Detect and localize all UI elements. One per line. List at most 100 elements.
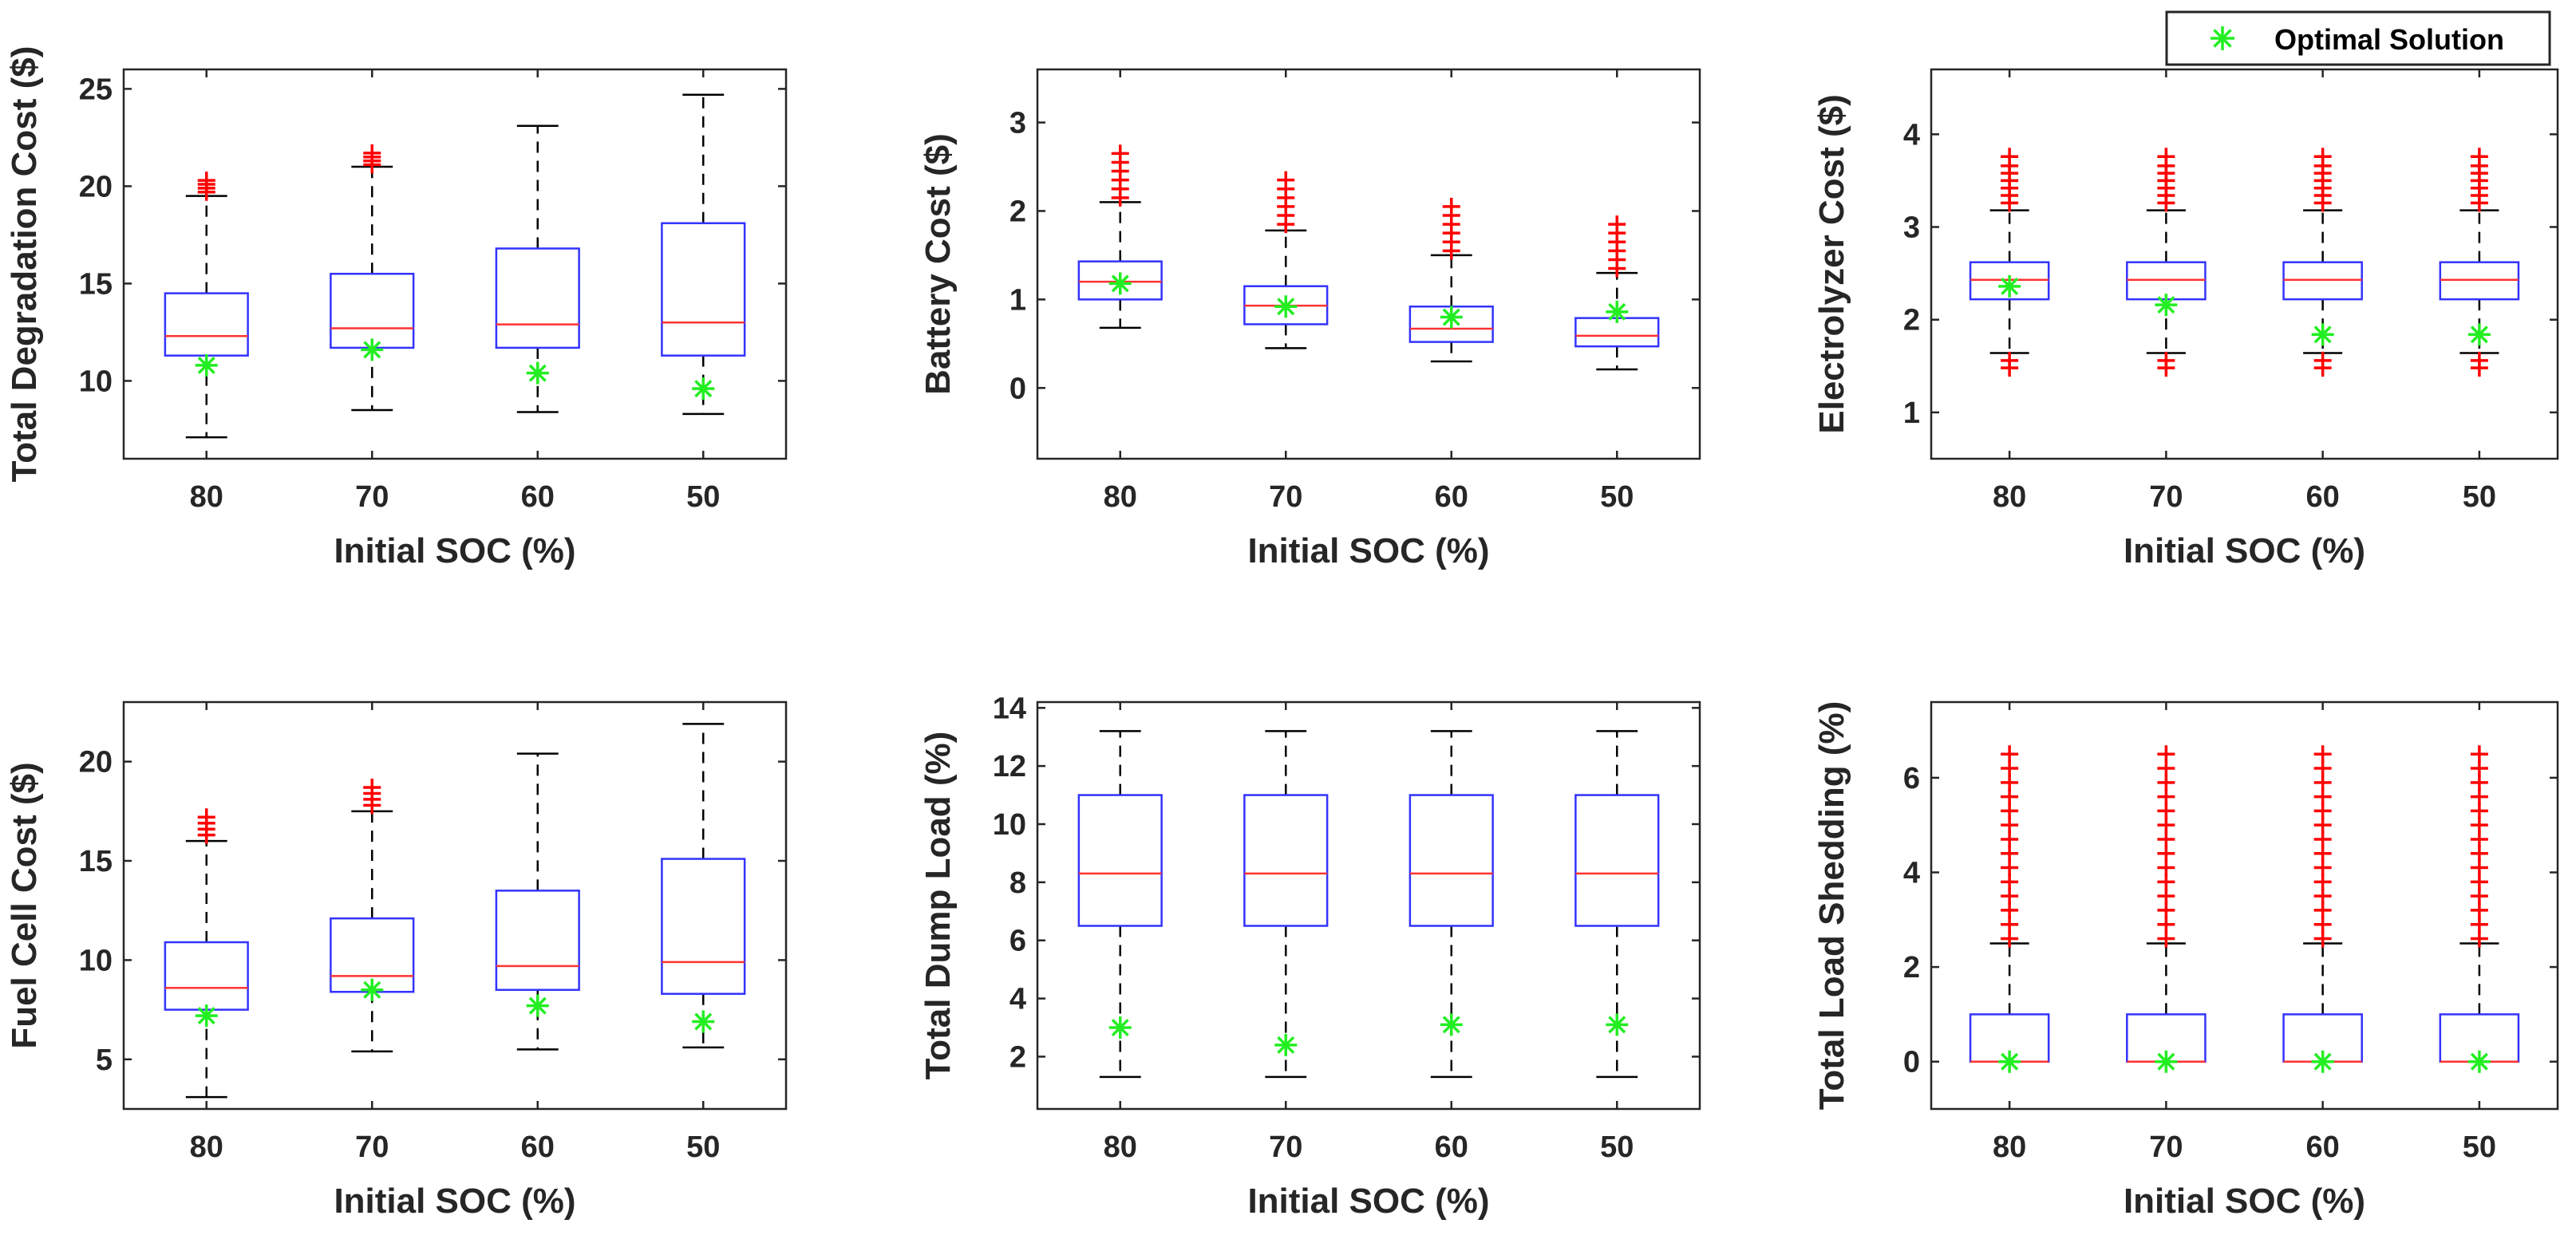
y-tick-label: 3 <box>1009 107 1026 140</box>
outlier-marker <box>2001 745 2019 764</box>
plot-frame <box>1036 700 1701 1111</box>
x-tick-label: 60 <box>2305 1130 2339 1164</box>
outlier-marker <box>1111 144 1129 163</box>
outlier-marker <box>1608 215 1626 234</box>
y-axis-label: Electrolyzer Cost ($) <box>1812 94 1851 433</box>
y-tick-label: 1 <box>1903 397 1920 430</box>
x-tick-label: 70 <box>2149 480 2183 514</box>
y-tick-label: 15 <box>79 267 113 301</box>
optimal-solution-marker <box>1274 295 1298 318</box>
y-tick-label: 25 <box>79 73 113 106</box>
outlier-marker <box>2157 148 2175 166</box>
x-tick-label: 60 <box>521 480 555 514</box>
x-tick-label: 80 <box>1993 480 2026 514</box>
x-tick-label: 70 <box>355 480 389 514</box>
box-50 <box>661 93 746 416</box>
y-tick-label: 20 <box>79 170 113 203</box>
y-tick-label: 4 <box>1903 856 1920 890</box>
x-tick-label: 80 <box>1104 480 1137 514</box>
x-tick-label: 70 <box>355 1130 389 1164</box>
optimal-solution-marker <box>361 338 384 361</box>
y-tick-label: 0 <box>1009 372 1026 405</box>
y-tick-label: 2 <box>1903 304 1920 337</box>
box-70 <box>2126 148 2207 377</box>
x-tick-label: 60 <box>1435 480 1468 514</box>
box-50 <box>1574 730 1660 1079</box>
box-60 <box>1409 197 1494 363</box>
iqr-box <box>164 941 249 1011</box>
plot-frame <box>1036 68 1701 460</box>
subplot-6: 0 2 4 6 80 70 60 50 Initial SOC (%) Total Load Sh… <box>1812 700 2559 1221</box>
optimal-solution-marker <box>361 978 384 1001</box>
optimal-solution-marker <box>1998 274 2021 298</box>
iqr-box <box>1077 794 1163 927</box>
box-80 <box>1077 144 1163 329</box>
plot-frame <box>122 700 788 1111</box>
outlier-marker <box>197 172 215 190</box>
y-tick-label: 0 <box>1903 1046 1920 1079</box>
optimal-solution-marker <box>2311 1050 2334 1073</box>
plot-frame <box>1930 700 2559 1111</box>
y-tick-label: 12 <box>993 750 1026 783</box>
iqr-box <box>1574 794 1660 927</box>
subplot-4: 5 10 15 20 80 70 60 50 Initial SOC (%) Fuel Cell … <box>5 700 788 1221</box>
optimal-solution-marker <box>2155 1050 2178 1073</box>
x-tick-label: 50 <box>686 1130 720 1164</box>
optimal-solution-marker <box>2467 323 2491 346</box>
outlier-marker <box>2470 148 2488 166</box>
optimal-solution-marker <box>1606 300 1629 323</box>
y-tick-label: 3 <box>1903 211 1920 245</box>
y-axis-label: Total Dump Load (%) <box>919 732 958 1080</box>
box-70 <box>2126 745 2207 1063</box>
optimal-solution-marker <box>2467 1050 2491 1073</box>
green-asterisk-icon <box>2211 26 2234 50</box>
box-80 <box>1077 730 1163 1079</box>
subplot-3: 1 2 3 4 80 70 60 50 Initial SOC (%) Electrolyzer … <box>1812 68 2559 570</box>
iqr-box <box>1409 794 1494 927</box>
iqr-box <box>1243 794 1329 927</box>
optimal-solution-marker <box>1440 1013 1463 1036</box>
x-tick-label: 80 <box>1104 1130 1137 1164</box>
plot-frame <box>1930 68 2559 460</box>
y-tick-label: 6 <box>1903 762 1920 795</box>
outlier-marker <box>363 778 381 796</box>
subplot-2: 0 1 2 3 80 70 60 50 Initial SOC (%) Battery Cost … <box>919 68 1701 570</box>
x-tick-label: 60 <box>521 1130 555 1164</box>
y-tick-label: 10 <box>993 808 1026 842</box>
iqr-box <box>1077 260 1163 301</box>
iqr-box <box>164 292 249 357</box>
outlier-marker <box>1442 197 1460 215</box>
x-tick-label: 80 <box>190 480 223 514</box>
y-tick-label: 10 <box>79 944 113 977</box>
x-axis-label: Initial SOC (%) <box>1247 1182 1489 1221</box>
box-70 <box>1243 730 1329 1079</box>
y-axis-label: Battery Cost ($) <box>919 133 958 395</box>
outlier-marker <box>2470 745 2488 764</box>
outlier-marker <box>2470 351 2488 369</box>
outlier-marker <box>2313 351 2332 369</box>
x-axis-label: Initial SOC (%) <box>2124 531 2365 570</box>
x-axis-label: Initial SOC (%) <box>334 1182 575 1221</box>
iqr-box <box>495 247 580 349</box>
box-80 <box>164 808 249 1099</box>
outlier-marker <box>1277 171 1295 189</box>
iqr-box <box>661 222 746 357</box>
y-tick-label: 4 <box>1903 118 1920 152</box>
box-70 <box>1243 171 1329 349</box>
y-tick-label: 2 <box>1009 195 1026 228</box>
x-axis-label: Initial SOC (%) <box>334 531 575 570</box>
x-tick-label: 50 <box>1600 1130 1634 1164</box>
x-tick-label: 60 <box>1435 1130 1468 1164</box>
outlier-marker <box>363 144 381 162</box>
x-axis-label: Initial SOC (%) <box>1247 531 1489 570</box>
x-tick-label: 50 <box>2463 1130 2496 1164</box>
legend: Optimal Solution <box>2165 10 2551 66</box>
x-tick-label: 50 <box>2463 480 2496 514</box>
optimal-solution-marker <box>2311 323 2334 346</box>
x-tick-label: 70 <box>1269 480 1302 514</box>
iqr-box <box>330 272 415 349</box>
legend-asterisk-mark <box>2211 26 2234 50</box>
box-70 <box>330 778 415 1053</box>
outlier-marker <box>2001 351 2019 369</box>
optimal-solution-marker <box>692 377 715 401</box>
